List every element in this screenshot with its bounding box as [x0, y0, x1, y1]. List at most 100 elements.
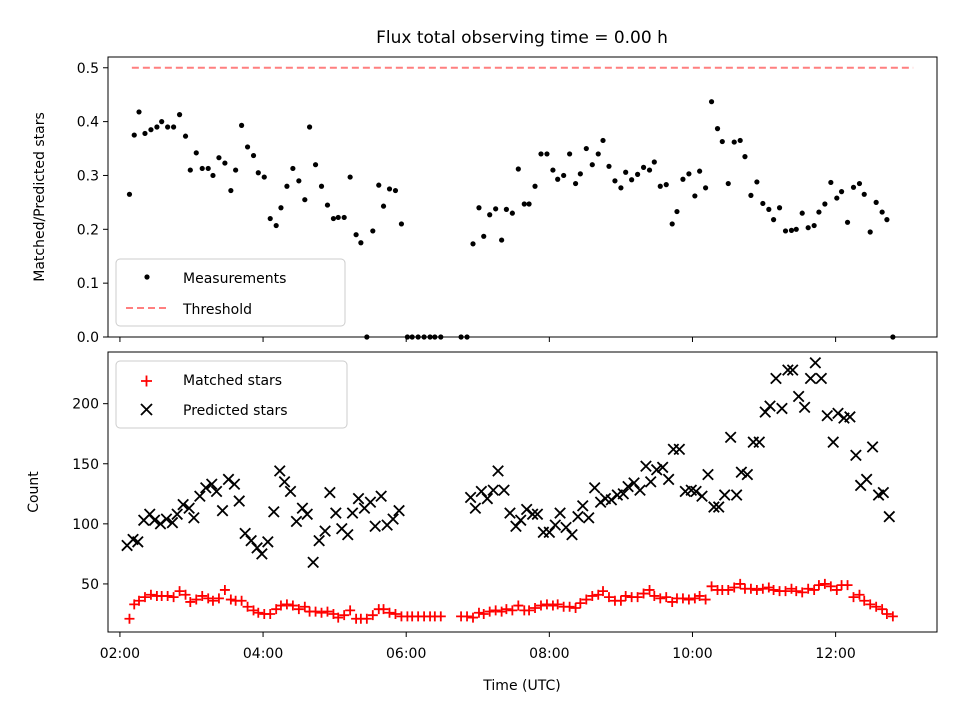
measurement-point [567, 151, 573, 157]
measurement-point [318, 183, 325, 189]
measurement-point [577, 171, 583, 177]
matched-point [677, 593, 688, 604]
legend-measurements-marker [144, 274, 150, 280]
predicted-point [188, 512, 200, 524]
predicted-point [481, 492, 494, 505]
predicted-point [572, 510, 584, 523]
predicted-point [809, 356, 822, 369]
measurement-point [719, 138, 725, 145]
predicted-point [160, 513, 173, 525]
measurement-point [296, 178, 302, 184]
matched-point [378, 604, 389, 615]
matched-point [180, 589, 191, 600]
measurement-point [873, 199, 879, 205]
measurement-point [521, 201, 527, 207]
measurement-point [386, 186, 393, 192]
measurement-point [828, 179, 834, 186]
ratio-legend: Measurements Threshold [115, 258, 346, 327]
legend-threshold-label: Threshold [182, 302, 252, 318]
measurement-point [697, 168, 703, 174]
predicted-point [634, 484, 646, 497]
predicted-point [228, 478, 241, 491]
matched-point [809, 584, 820, 595]
measurement-point [692, 193, 698, 199]
measurement-point [550, 167, 556, 173]
predicted-point [588, 481, 601, 494]
predicted-point [644, 475, 657, 488]
measurement-point [148, 127, 154, 133]
measurement-point [476, 205, 482, 211]
predicted-point [718, 489, 731, 501]
measurement-point [589, 162, 595, 168]
ratio-legend-box [115, 258, 346, 327]
matched-point [496, 606, 507, 617]
predicted-point [375, 490, 387, 503]
chart-title: Flux total observing time = 0.00 h [376, 28, 668, 48]
measurement-point [623, 169, 629, 175]
matched-point [361, 613, 372, 624]
measurement-point [742, 154, 748, 160]
predicted-point [487, 484, 500, 497]
measurement-point [493, 206, 499, 212]
matched-point [768, 584, 779, 595]
matched-point [242, 601, 253, 612]
matched-point [473, 607, 484, 618]
x-tick-label: 12:00 [815, 646, 855, 662]
ratio-y-axis-label: Matched/Predicted stars [32, 112, 48, 282]
matched-point [467, 612, 478, 623]
measurement-point [737, 137, 743, 144]
predicted-point [319, 525, 331, 537]
predicted-point [770, 372, 782, 385]
measurement-point [663, 182, 669, 188]
matched-point [881, 608, 892, 619]
measurement-point [255, 170, 261, 176]
measurement-point [273, 222, 279, 229]
matched-point [757, 583, 768, 594]
predicted-point [284, 485, 297, 498]
matched-point [581, 594, 592, 605]
measurement-point [861, 191, 867, 197]
measurement-point [376, 182, 382, 188]
matched-point [134, 595, 145, 606]
predicted-point [798, 401, 811, 414]
measurement-point [879, 209, 885, 215]
predicted-point [369, 520, 382, 533]
measurement-point [822, 201, 828, 207]
matched-point [462, 611, 473, 622]
predicted-point [267, 505, 280, 518]
count-y-tick-label: 150 [72, 457, 99, 473]
matched-point [299, 601, 310, 612]
predicted-point [844, 411, 856, 423]
count-x-axis: 02:00 04:00 06:00 08:00 10:00 12:00 [100, 632, 856, 662]
measurement-point [250, 152, 257, 159]
measurement-point [380, 203, 387, 209]
predicted-point [815, 372, 828, 385]
measurement-point [770, 217, 777, 223]
predicted-point [702, 468, 714, 481]
matched-point [367, 610, 378, 621]
matched-point [168, 592, 179, 603]
predicted-point [776, 402, 788, 415]
matched-point [632, 592, 643, 603]
measurement-point [754, 179, 760, 185]
matched-point [803, 583, 814, 594]
measurement-point [470, 241, 476, 247]
count-legend-box [115, 360, 348, 429]
measurement-point [284, 183, 290, 189]
matched-point [145, 589, 156, 600]
measurement-point [154, 124, 160, 130]
legend-predicted-marker [140, 403, 153, 416]
measurement-point [538, 151, 544, 157]
measurement-point [674, 208, 680, 215]
measurement-point [748, 192, 754, 198]
measurement-point [788, 227, 795, 233]
measurement-point [290, 165, 296, 172]
predicted-point [504, 507, 516, 519]
measurement-point [503, 206, 509, 212]
matched-point [124, 613, 135, 624]
matched-point [225, 594, 236, 605]
matched-point [236, 595, 247, 606]
measurement-point [680, 176, 686, 182]
matched-point [859, 595, 870, 606]
count-plot-frame [107, 351, 938, 633]
